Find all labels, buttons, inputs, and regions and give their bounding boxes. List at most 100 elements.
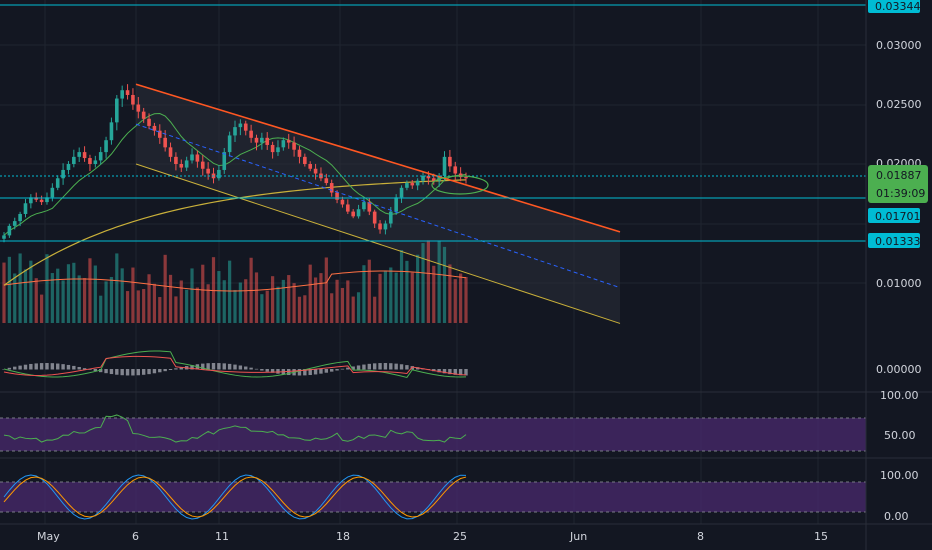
price-tag-mid [868,208,920,223]
candle-body [141,111,146,119]
price-tag-top [868,0,920,13]
macd-histogram [168,369,173,370]
macd-histogram [104,369,108,374]
macd-histogram [190,365,194,370]
candle-body [115,98,119,123]
candle-body [77,152,82,157]
time-axis[interactable]: May 6 11 18 25 Jun 8 15 [37,530,828,543]
candle-body [98,152,103,161]
candle-body [217,169,221,179]
volume-bar [453,279,457,323]
candle-body [329,183,334,193]
volume-bar [217,271,221,323]
candle-body [265,137,270,145]
macd-histogram [442,369,447,374]
candle-body [206,168,210,174]
ellipse-annotation[interactable] [431,175,489,195]
price-axis[interactable]: 0.03000 0.02500 0.02000 0.01000 0.03344 … [868,0,928,523]
macd-histogram [82,368,87,370]
volume-bar [362,265,366,323]
macd-histogram [287,369,291,376]
macd-histogram [34,363,38,370]
volume-bar [82,278,87,323]
volume-bar [195,287,199,323]
macd-histogram [206,363,210,370]
candle-body [249,130,253,138]
volume-bar [346,280,350,323]
volume-bar [174,296,178,323]
volume-bar [356,292,361,323]
volume-bar [432,265,436,323]
candle-body [362,202,366,210]
macd-histogram [340,368,345,370]
volume-bar [50,273,54,323]
macd-histogram [437,369,441,373]
macd-histogram [378,363,382,370]
trendline-lower[interactable] [135,163,621,324]
macd-histogram [464,369,468,376]
macd-histogram [308,369,312,376]
macd-histogram [131,369,135,376]
candle-body [34,197,39,200]
volume-bar [147,274,151,323]
candle-body [55,178,60,188]
candle-body [378,223,382,230]
candle-body [297,149,302,157]
macd-histogram [109,369,114,375]
price-tick: 0.03000 [876,39,922,52]
volume-bar [378,273,382,323]
volume-bar [340,287,345,323]
macd-histogram [222,363,226,370]
candle-body [351,211,355,217]
macd-histogram [93,369,98,372]
volume-bar [190,268,194,323]
candle-body [50,187,55,198]
volume-bar [394,272,398,323]
volume-bar [281,279,285,323]
macd-histogram [270,369,275,373]
macd-histogram [276,369,280,374]
candle-body [2,235,6,239]
volume-bar [367,259,371,323]
volume-bar [185,289,189,323]
macd-histogram [174,368,178,370]
volume-bar [34,278,38,323]
stoch-tick: 100.00 [880,469,919,482]
candle-body [415,180,420,186]
candle-body [61,169,65,179]
volume-bar [142,288,146,323]
macd-histogram [201,363,205,370]
volume-bar [399,250,404,323]
candle-body [238,123,243,128]
volume-bar [120,268,124,323]
candle-body [372,211,377,224]
candle-body [18,213,22,222]
candle-body [453,166,458,174]
volume-bar [260,294,264,323]
volume-bar [319,273,323,323]
volume-bar [464,276,468,323]
candle-body [340,199,345,205]
macd-histogram [163,369,167,372]
macd-histogram [383,363,388,370]
price-tag-low [868,233,920,248]
trendline-upper[interactable] [135,83,621,233]
candle-body [109,122,114,141]
candle-body [195,154,200,162]
macd-histogram [351,366,355,370]
trendline-mid-dashed[interactable] [135,123,621,289]
volume-bar [233,289,237,323]
macd-histogram [158,369,162,373]
volume-bar [313,277,318,323]
volume-bar [72,262,76,323]
macd-histogram [147,369,151,375]
candle-body [82,152,87,159]
candle-body [346,204,350,212]
time-label: May [37,530,60,543]
horizontal-levels[interactable] [0,4,866,242]
candle-body [168,147,173,157]
volume-bar [125,291,130,323]
volume-bar [136,290,140,323]
volume-bar [265,290,269,323]
